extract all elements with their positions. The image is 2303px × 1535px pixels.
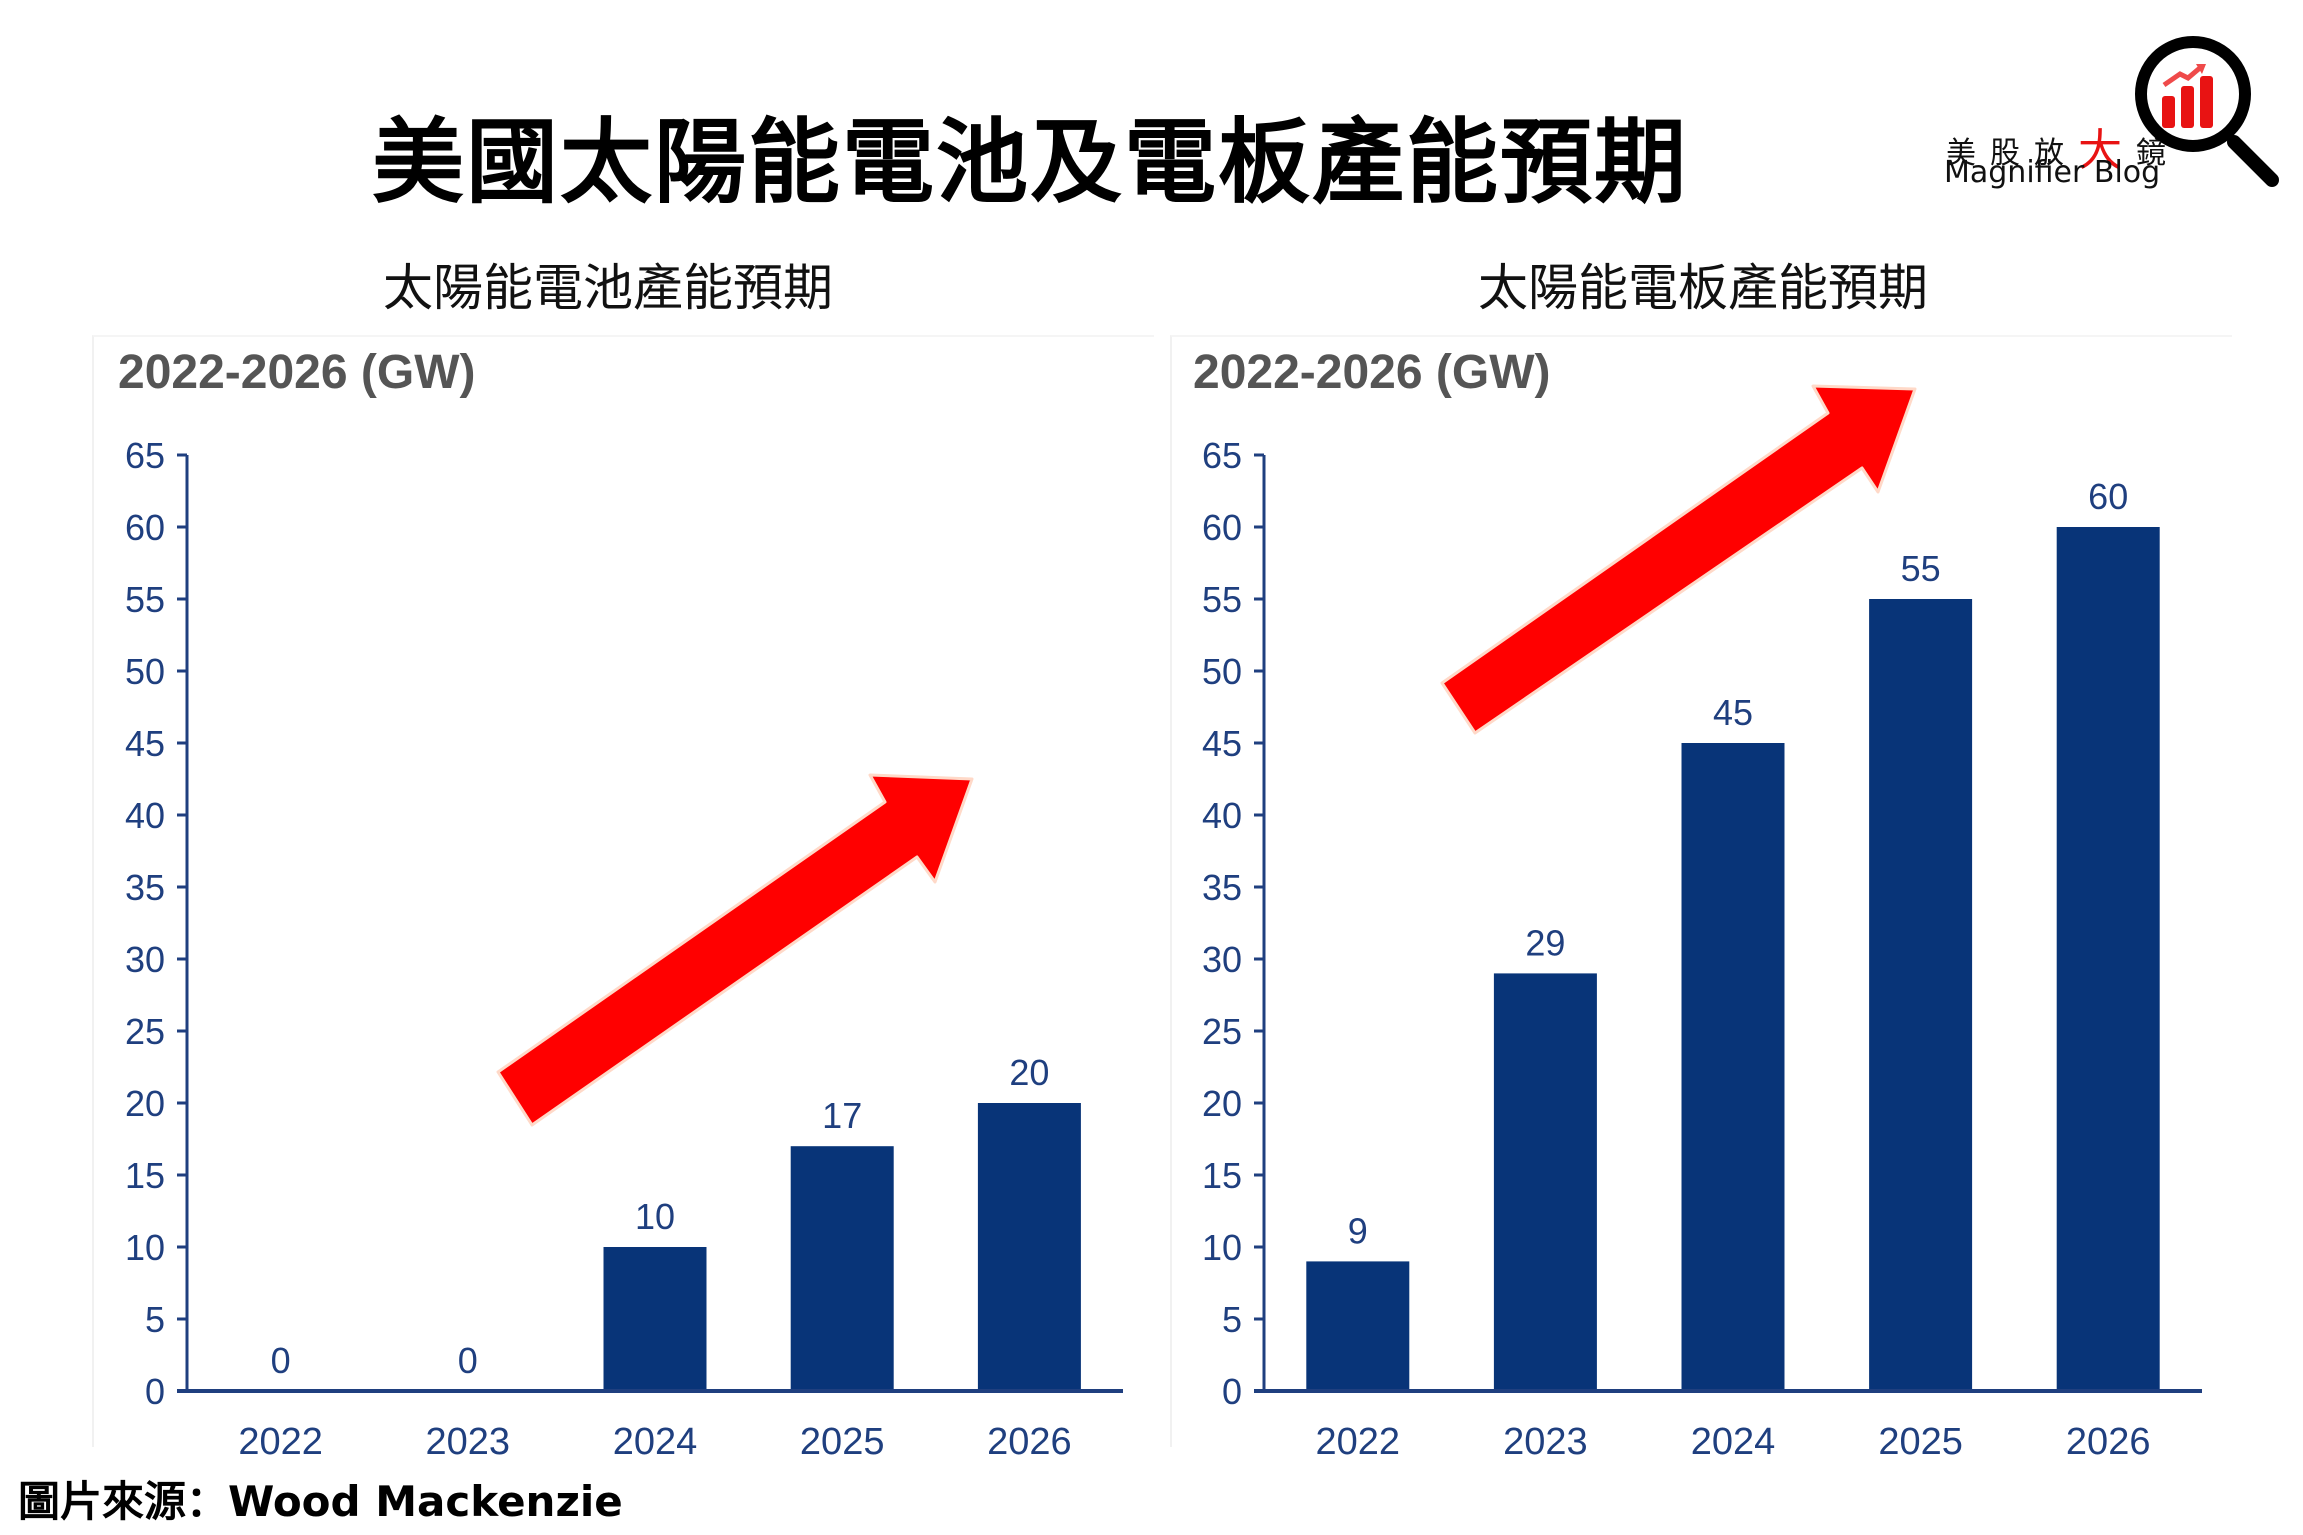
left-y-tick-label: 50 (125, 651, 165, 692)
left-chart-panel (92, 335, 1154, 1447)
left-trend-arrow (496, 773, 974, 1127)
right-y-tick-label: 65 (1202, 435, 1242, 476)
left-value-label-2025: 17 (822, 1095, 862, 1136)
left-y-tick-label: 65 (125, 435, 165, 476)
left-chart-title: 太陽能電池產能預期 (383, 259, 833, 317)
left-y-tick-label: 10 (125, 1227, 165, 1268)
right-chart-title: 太陽能電板產能預期 (1478, 259, 1928, 317)
left-y-tick-label: 20 (125, 1083, 165, 1124)
right-value-label-2023: 29 (1525, 922, 1565, 963)
right-value-label-2022: 9 (1348, 1210, 1368, 1251)
left-x-tick-label-2023: 2023 (426, 1421, 511, 1463)
right-x-tick-label-2024: 2024 (1691, 1421, 1776, 1463)
left-value-label-2022: 0 (271, 1340, 291, 1381)
left-y-tick-label: 40 (125, 795, 165, 836)
right-bar-2022 (1306, 1261, 1410, 1391)
right-bar-2023 (1493, 973, 1597, 1391)
left-bar-2024 (603, 1247, 707, 1391)
right-y-tick-label: 10 (1202, 1227, 1242, 1268)
right-y-tick-label: 60 (1202, 507, 1242, 548)
right-bar-2024 (1681, 743, 1785, 1391)
left-y-tick-label: 15 (125, 1155, 165, 1196)
right-value-label-2024: 45 (1713, 692, 1753, 733)
left-value-label-2024: 10 (635, 1196, 675, 1237)
right-y-tick-label: 0 (1222, 1371, 1242, 1412)
left-value-label-2023: 0 (458, 1340, 478, 1381)
right-chart-unit-label: 2022-2026 (GW) (1193, 346, 1551, 399)
left-x-tick-label-2025: 2025 (800, 1421, 885, 1463)
right-x-tick-label-2025: 2025 (1878, 1421, 1963, 1463)
right-y-tick-label: 30 (1202, 939, 1242, 980)
right-y-tick-label: 5 (1222, 1299, 1242, 1340)
right-y-tick-label: 40 (1202, 795, 1242, 836)
left-y-tick-label: 30 (125, 939, 165, 980)
right-trend-arrow (1440, 384, 1917, 735)
left-x-tick-label-2024: 2024 (613, 1421, 698, 1463)
left-y-tick-label: 45 (125, 723, 165, 764)
left-y-tick-label: 5 (145, 1299, 165, 1340)
left-x-tick-label-2026: 2026 (987, 1421, 1072, 1463)
left-x-tick-label-2022: 2022 (238, 1421, 323, 1463)
left-y-tick-label: 60 (125, 507, 165, 548)
logo-cn-big: 大 (2078, 125, 2136, 176)
right-value-label-2025: 55 (1901, 548, 1941, 589)
right-x-tick-label-2026: 2026 (2066, 1421, 2151, 1463)
logo-cn-prefix: 美股放 (1946, 136, 2078, 171)
right-bar-2026 (2056, 527, 2160, 1391)
right-x-tick-label-2022: 2022 (1316, 1421, 1401, 1463)
right-y-tick-label: 35 (1202, 867, 1242, 908)
right-x-tick-label-2023: 2023 (1503, 1421, 1588, 1463)
right-y-tick-label: 20 (1202, 1083, 1242, 1124)
left-y-tick-label: 35 (125, 867, 165, 908)
logo-text-en: Magnifier Blog (1944, 155, 2161, 190)
left-y-tick-label: 25 (125, 1011, 165, 1052)
right-y-tick-label: 50 (1202, 651, 1242, 692)
magnifier-chart-icon (2135, 36, 2279, 187)
left-chart-unit-label: 2022-2026 (GW) (118, 346, 476, 399)
left-value-label-2026: 20 (1009, 1052, 1049, 1093)
left-bar-chart: 0510152025303540455055606502022020231020… (125, 435, 1123, 1463)
page-title: 美國太陽能電池及電板產能預期 (371, 109, 1688, 216)
right-bar-2025 (1869, 599, 1973, 1391)
right-chart-panel (1170, 335, 2232, 1447)
right-y-tick-label: 15 (1202, 1155, 1242, 1196)
source-caption: 圖片來源：Wood Mackenzie (18, 1477, 623, 1526)
right-bar-chart: 0510152025303540455055606592022292023452… (1202, 435, 2202, 1463)
right-y-tick-label: 25 (1202, 1011, 1242, 1052)
left-y-tick-label: 55 (125, 579, 165, 620)
right-y-tick-label: 45 (1202, 723, 1242, 764)
left-bar-2026 (977, 1103, 1081, 1391)
right-value-label-2026: 60 (2088, 476, 2128, 517)
left-y-tick-label: 0 (145, 1371, 165, 1412)
left-bar-2025 (790, 1146, 894, 1391)
right-y-tick-label: 55 (1202, 579, 1242, 620)
